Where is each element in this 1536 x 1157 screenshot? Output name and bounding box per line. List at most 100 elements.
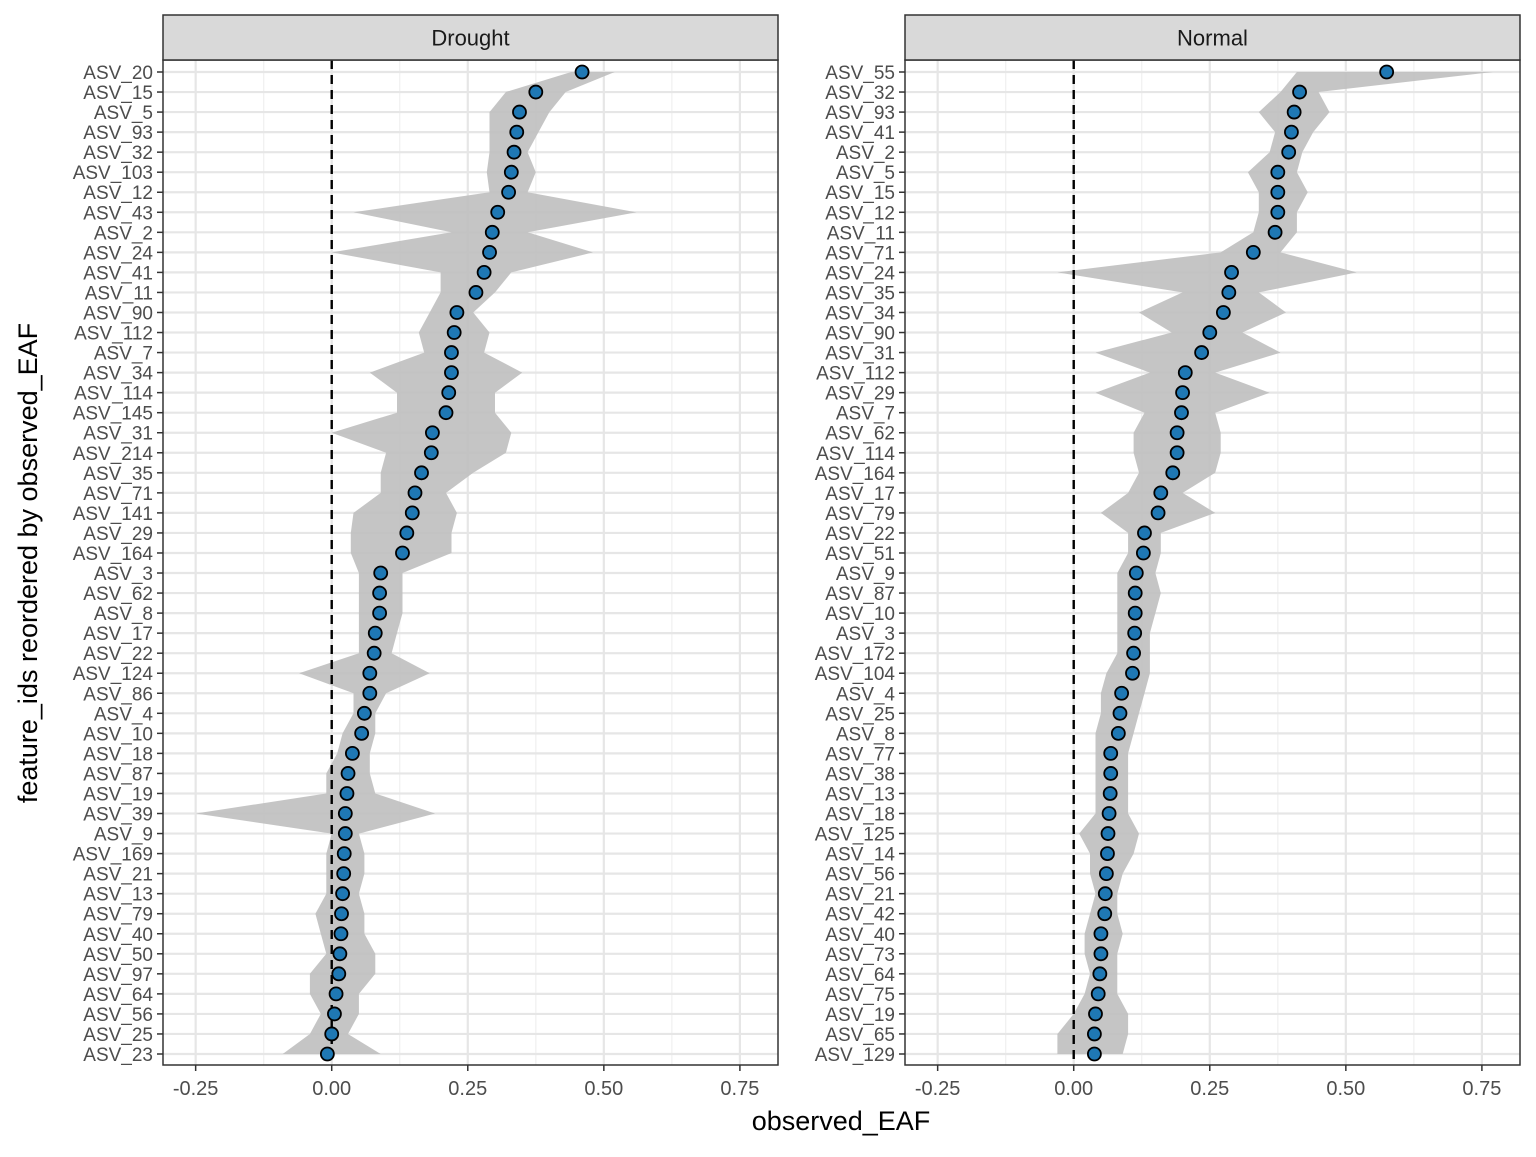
- y-tick-label: ASV_62: [83, 584, 153, 605]
- y-tick-label: ASV_90: [825, 324, 895, 345]
- data-point: [444, 345, 459, 360]
- y-tick-label: ASV_141: [73, 504, 153, 525]
- y-tick-label: ASV_10: [825, 604, 895, 625]
- y-tick-label: ASV_93: [825, 103, 895, 124]
- data-point: [1267, 224, 1283, 240]
- x-tick-label: 0.00: [1054, 1078, 1093, 1100]
- y-tick-label: ASV_34: [83, 364, 153, 385]
- data-point: [1100, 846, 1115, 861]
- y-tick-label: ASV_35: [83, 464, 153, 485]
- y-tick-label: ASV_64: [83, 985, 153, 1006]
- data-point: [444, 365, 459, 381]
- y-tick-label: ASV_23: [83, 1045, 153, 1066]
- y-tick-label: ASV_79: [825, 504, 895, 525]
- data-point: [1221, 285, 1237, 300]
- data-point: [512, 104, 527, 120]
- y-tick-label: ASV_71: [83, 484, 153, 505]
- y-tick-label: ASV_64: [825, 965, 895, 986]
- y-tick-label: ASV_24: [825, 263, 895, 284]
- y-tick-label: ASV_25: [825, 704, 895, 725]
- y-tick-label: ASV_77: [825, 744, 895, 765]
- y-tick-label: ASV_9: [94, 825, 153, 846]
- data-point: [332, 946, 348, 962]
- y-tick-label: ASV_103: [73, 163, 153, 184]
- data-point: [331, 966, 347, 982]
- data-point: [362, 665, 378, 681]
- y-tick-label: ASV_24: [83, 243, 153, 264]
- y-tick-label: ASV_164: [73, 544, 154, 565]
- data-point: [336, 866, 352, 882]
- facet-strip-label: Normal: [1177, 26, 1248, 51]
- y-tick-label: ASV_13: [825, 784, 895, 805]
- y-tick-label: ASV_124: [73, 664, 154, 685]
- y-tick-label: ASV_5: [94, 103, 153, 124]
- y-tick-label: ASV_29: [83, 524, 153, 545]
- y-tick-label: ASV_42: [825, 905, 895, 926]
- y-tick-label: ASV_112: [74, 324, 153, 345]
- y-tick-label: ASV_129: [815, 1045, 895, 1066]
- y-tick-label: ASV_71: [825, 243, 895, 264]
- y-tick-label: ASV_97: [83, 965, 153, 986]
- data-point: [476, 265, 492, 280]
- y-tick-label: ASV_35: [825, 283, 895, 304]
- data-point: [407, 485, 423, 501]
- y-tick-label: ASV_8: [836, 724, 895, 745]
- data-point: [1224, 265, 1239, 280]
- data-point: [1292, 84, 1307, 100]
- data-point: [468, 285, 484, 300]
- data-point: [1127, 625, 1143, 641]
- y-tick-label: ASV_4: [836, 684, 896, 705]
- y-tick-label: ASV_93: [83, 123, 153, 144]
- panel-drought: DroughtASV_20ASV_15ASV_5ASV_93ASV_32ASV_…: [73, 14, 779, 1100]
- y-tick-label: ASV_125: [815, 825, 895, 846]
- x-tick-label: -0.25: [915, 1078, 961, 1100]
- x-tick-label: -0.25: [173, 1078, 219, 1100]
- y-tick-label: ASV_7: [94, 344, 153, 365]
- data-point: [506, 144, 522, 160]
- data-point: [1126, 645, 1141, 661]
- y-tick-label: ASV_87: [83, 764, 153, 785]
- y-tick-label: ASV_5: [836, 163, 895, 184]
- y-tick-label: ASV_62: [825, 424, 895, 445]
- data-point: [1110, 725, 1126, 741]
- data-point: [1169, 445, 1185, 461]
- y-tick-label: ASV_18: [825, 805, 895, 826]
- x-axis-title: observed_EAF: [752, 1106, 931, 1136]
- y-tick-label: ASV_22: [825, 524, 895, 545]
- panel-background: [905, 60, 1520, 1065]
- y-tick-label: ASV_21: [83, 865, 153, 886]
- y-tick-label: ASV_56: [83, 1005, 153, 1026]
- y-tick-label: ASV_112: [816, 364, 895, 385]
- data-point: [336, 846, 352, 861]
- data-point: [484, 224, 500, 240]
- y-tick-label: ASV_90: [83, 303, 153, 324]
- data-point: [362, 685, 378, 701]
- data-point: [344, 745, 360, 761]
- y-tick-label: ASV_12: [825, 203, 895, 224]
- y-tick-label: ASV_21: [825, 885, 895, 906]
- data-point: [1093, 926, 1109, 942]
- data-point: [339, 786, 355, 801]
- y-tick-label: ASV_19: [83, 784, 153, 805]
- data-point: [1270, 164, 1286, 180]
- data-point: [503, 164, 519, 180]
- data-point: [1100, 826, 1116, 841]
- data-point: [1270, 184, 1286, 200]
- data-point: [319, 1046, 335, 1062]
- data-point: [337, 826, 353, 841]
- y-tick-label: ASV_75: [825, 985, 895, 1006]
- y-tick-label: ASV_41: [825, 123, 895, 144]
- data-point: [1281, 144, 1297, 160]
- y-tick-label: ASV_73: [825, 945, 895, 966]
- data-point: [1150, 505, 1166, 521]
- data-point: [1127, 605, 1143, 621]
- data-point: [1137, 525, 1152, 541]
- data-point: [490, 204, 506, 220]
- data-point: [1088, 1006, 1103, 1022]
- data-point: [1135, 545, 1151, 561]
- y-tick-label: ASV_12: [83, 183, 153, 204]
- data-point: [1102, 786, 1118, 801]
- data-point: [324, 1026, 340, 1042]
- y-tick-label: ASV_51: [825, 544, 895, 565]
